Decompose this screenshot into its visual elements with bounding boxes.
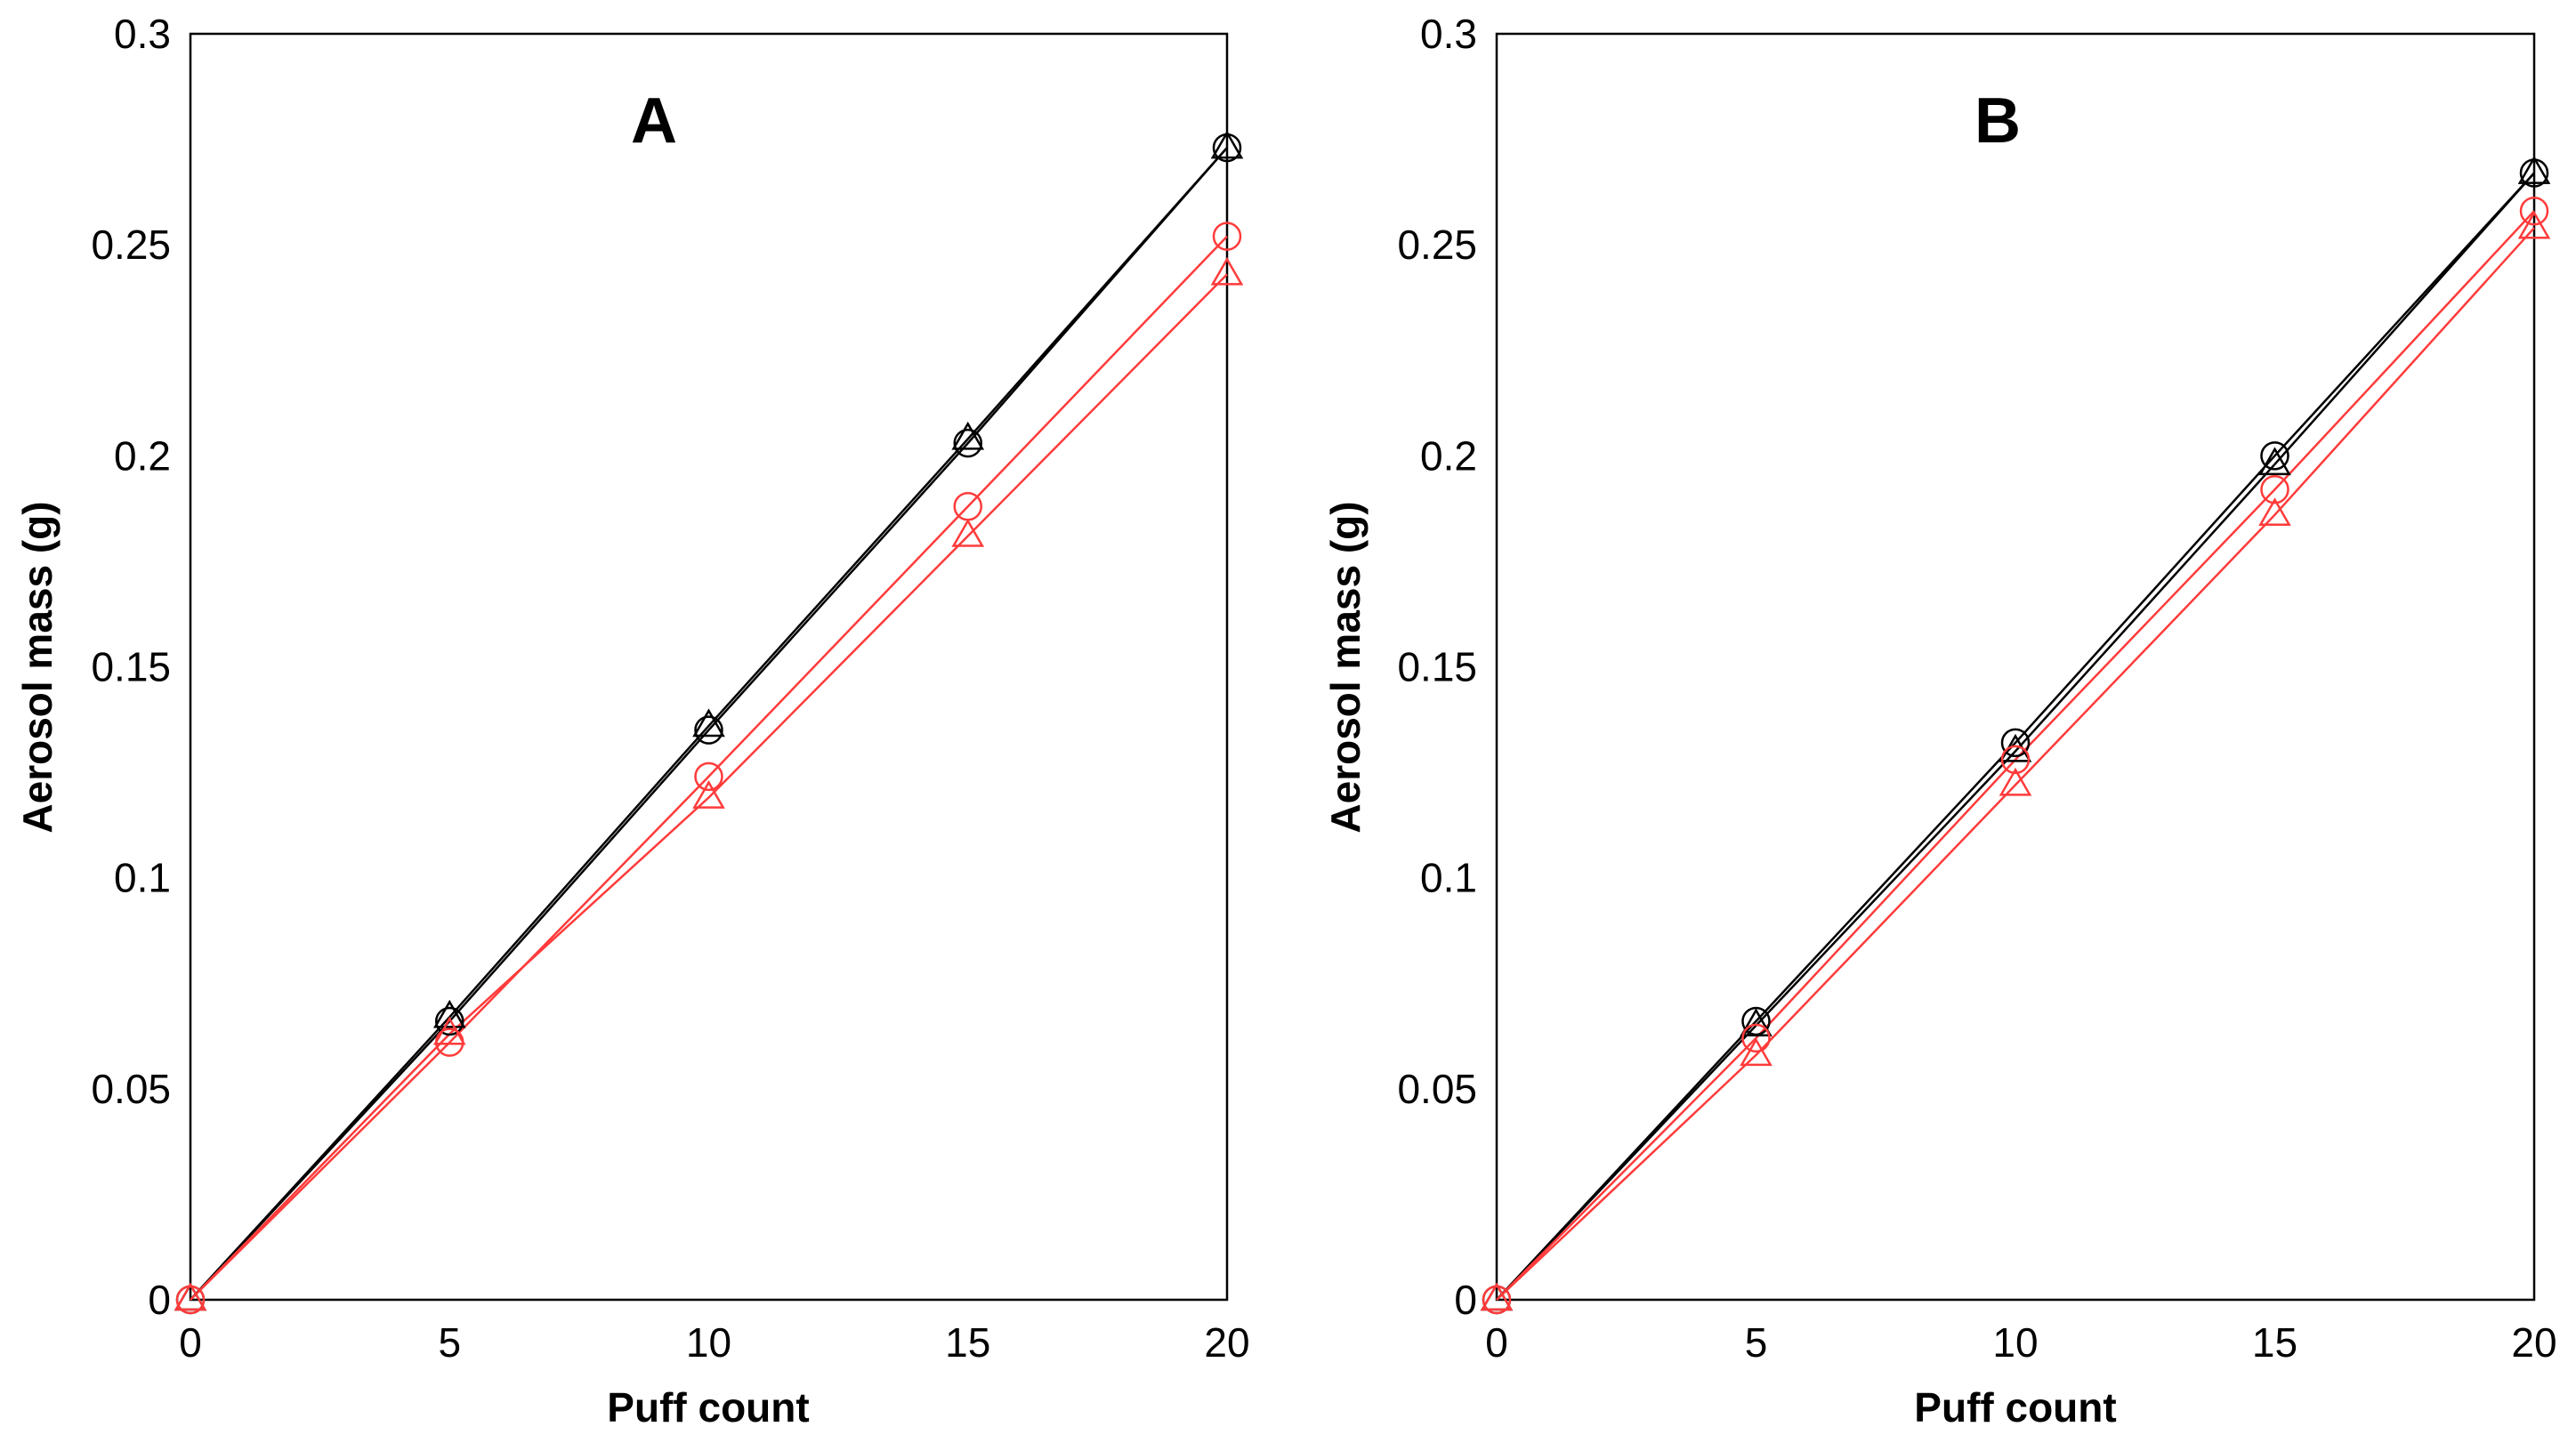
data-point-black-triangle-a [951,421,985,450]
y-tick-label-a: 0.15 [91,644,171,690]
series-line-red-triangle-b [1496,227,2535,1301]
data-point-red-circle-a [1212,222,1242,251]
x-tick-label-b: 5 [1745,1319,1768,1366]
series-group-b [1480,156,2551,1315]
x-tick-label-b: 15 [2252,1319,2297,1366]
data-point-red-triangle-b [1480,1282,1514,1311]
data-point-red-circle-b [2000,745,2031,775]
data-point-black-triangle-a [692,708,725,738]
x-tick-label-a: 15 [945,1319,990,1366]
y-axis-ticks-b: 0 0.05 0.1 0.15 0.2 0.25 0.3 [1397,11,1477,1323]
data-point-red-triangle-a [1210,256,1244,286]
y-axis-title-b: Aerosol mass (g) [1322,501,1369,833]
y-axis-ticks-a: 0 0.05 0.1 0.15 0.2 0.25 0.3 [91,11,171,1323]
plot-area-b [1495,32,2536,1302]
series-line-black-circle-a [190,147,1228,1301]
series-group-a [174,130,1244,1315]
x-axis-title-b: Puff count [1914,1384,2116,1431]
data-point-red-circle-b [1741,1023,1771,1053]
y-tick-label-b: 0.25 [1397,222,1477,268]
data-point-black-circle-b [2000,728,2031,758]
y-tick-label-b: 0.2 [1420,432,1477,479]
data-point-black-triangle-a [432,999,466,1028]
y-tick-label-a: 0.2 [114,432,171,479]
y-tick-label-a: 0 [148,1277,171,1323]
y-tick-label-a: 0.1 [114,855,171,901]
data-point-red-triangle-a [432,1016,466,1045]
series-line-black-triangle-b [1496,172,2535,1301]
data-point-black-circle-b [2260,441,2289,471]
data-point-black-triangle-a [1210,130,1244,159]
series-line-red-circle-b [1496,210,2535,1301]
series-line-red-circle-a [190,235,1228,1301]
series-line-black-triangle-a [190,147,1228,1301]
data-point-black-circle-a [694,715,723,745]
series-line-black-circle-b [1496,172,2535,1301]
series-line-red-triangle-a [190,273,1228,1301]
x-tick-label-a: 0 [179,1319,202,1366]
y-tick-label-a: 0.25 [91,222,171,268]
y-tick-label-b: 0.15 [1397,644,1477,690]
data-point-red-triangle-a [692,780,725,809]
chart-panel-b: B 0 0.05 0.1 0.15 0.2 0.25 0.3 0 5 10 15 20 Puff c… [1322,11,2557,1431]
y-tick-label-a: 0.3 [114,11,171,57]
x-tick-label-a: 20 [1204,1319,1249,1366]
plot-area-a [189,32,1229,1302]
x-tick-label-b: 20 [2511,1319,2556,1366]
x-tick-label-b: 0 [1485,1319,1508,1366]
y-tick-label-b: 0 [1454,1277,1477,1323]
x-axis-ticks-a: 0 5 10 15 20 [179,1319,1249,1366]
y-axis-title-a: Aerosol mass (g) [14,501,61,833]
y-tick-label-b: 0.3 [1420,11,1477,57]
data-point-black-triangle-b [2517,156,2551,184]
data-point-red-triangle-b [2517,210,2551,239]
data-point-red-circle-b [2260,475,2289,504]
data-point-red-triangle-a [174,1282,207,1311]
x-axis-ticks-b: 0 5 10 15 20 [1485,1319,2556,1366]
data-point-black-circle-a [953,428,982,458]
chart-panel-a: A 0 0.05 0.1 0.15 0.2 0.25 0.3 0 5 10 15 20 Puff c… [14,11,1250,1431]
panel-title-b: B [1974,85,2021,157]
y-tick-label-a: 0.05 [91,1066,171,1112]
data-point-red-triangle-b [1999,767,2032,796]
panel-title-a: A [631,85,677,157]
data-point-red-circle-a [694,762,723,792]
data-point-red-triangle-a [951,518,985,547]
x-tick-label-b: 10 [1992,1319,2038,1366]
x-axis-title-a: Puff count [607,1384,809,1431]
data-point-black-triangle-b [1740,1008,1773,1036]
data-point-red-triangle-b [2258,497,2291,527]
data-point-red-triangle-b [1740,1037,1773,1067]
x-tick-label-a: 5 [438,1319,461,1366]
data-point-red-circle-b [2519,196,2549,226]
y-tick-label-b: 0.1 [1420,855,1477,901]
data-point-black-triangle-b [2258,447,2291,476]
y-tick-label-b: 0.05 [1397,1066,1477,1112]
x-tick-label-a: 10 [686,1319,731,1366]
data-point-black-circle-a [435,1006,464,1036]
